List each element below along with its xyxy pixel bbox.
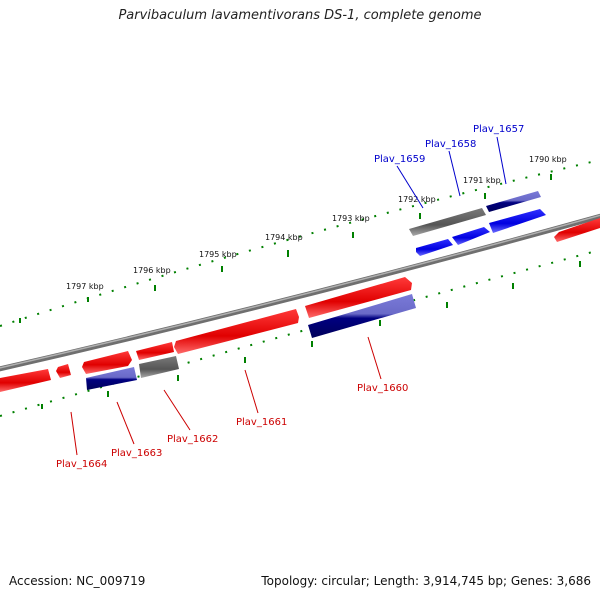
genome-summary-text: Topology: circular; Length: 3,914,745 bp…: [261, 574, 591, 588]
gene-label-plav-1661[interactable]: Plav_1661: [236, 417, 287, 428]
feature-ruler-mark[interactable]: [409, 191, 541, 236]
gene-plav-1658[interactable]: [452, 227, 490, 245]
tick-label-1794: 1794 kbp: [265, 233, 303, 242]
gene-label-plav-1662[interactable]: Plav_1662: [167, 434, 218, 445]
gene-plav-1664[interactable]: [0, 364, 71, 392]
outer-tick-track: [0, 159, 600, 327]
accession-text: Accession: NC_009719: [9, 574, 146, 588]
tick-label-1797: 1797 kbp: [66, 282, 104, 291]
gene-label-plav-1658[interactable]: Plav_1658: [425, 139, 476, 150]
gene-label-plav-1664[interactable]: Plav_1664: [56, 459, 107, 470]
tick-label-1792: 1792 kbp: [398, 195, 436, 204]
gene-label-plav-1659[interactable]: Plav_1659: [374, 154, 425, 165]
map-title: Parvibaculum lavamentivorans DS-1, compl…: [118, 8, 482, 23]
gene-plav-1657[interactable]: [489, 209, 546, 233]
tick-label-1790: 1790 kbp: [529, 155, 567, 164]
inner-tick-track: [0, 249, 600, 417]
tick-labels: 1790 kbp 1791 kbp 1792 kbp 1793 kbp 1794…: [66, 155, 567, 291]
gene-plav-1660[interactable]: [305, 277, 416, 338]
gene-plav-1663[interactable]: [82, 351, 137, 390]
gene-plav-1659[interactable]: [416, 239, 453, 256]
gene-right-edge[interactable]: [554, 218, 600, 242]
gene-plav-1661[interactable]: [174, 309, 299, 354]
gene-labels: Plav_1657 Plav_1658 Plav_1659 Plav_1660 …: [56, 124, 524, 470]
gene-label-plav-1663[interactable]: Plav_1663: [111, 448, 162, 459]
genome-backbone: [0, 213, 600, 372]
gene-plav-1662[interactable]: [136, 342, 179, 378]
tick-label-1796: 1796 kbp: [133, 266, 171, 275]
tick-label-1793: 1793 kbp: [332, 214, 370, 223]
gene-label-plav-1660[interactable]: Plav_1660: [357, 383, 408, 394]
tick-label-1791: 1791 kbp: [463, 176, 501, 185]
gene-label-plav-1657[interactable]: Plav_1657: [473, 124, 524, 135]
label-leaders: [70, 136, 507, 456]
tick-label-1795: 1795 kbp: [199, 250, 237, 259]
